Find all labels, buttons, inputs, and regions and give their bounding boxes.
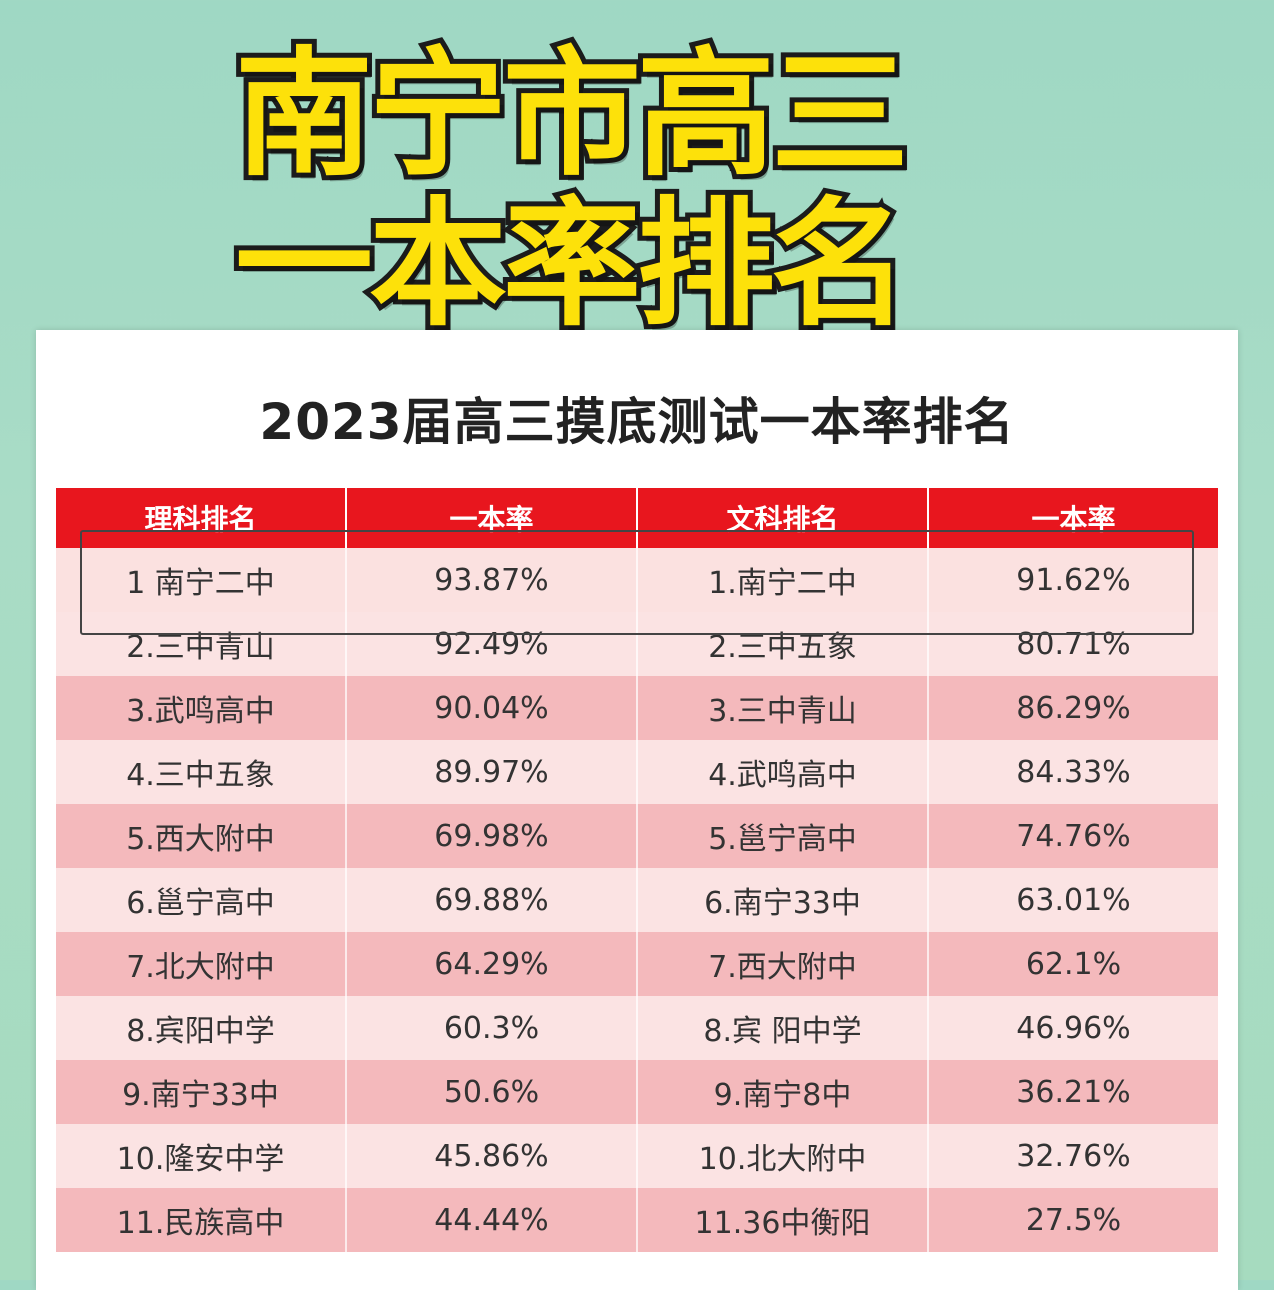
top-row-highlight-box	[80, 530, 1194, 635]
table-row: 11.民族高中 44.44% 11.36中衡阳 27.5%	[56, 1188, 1218, 1252]
science-school-cell: 11.民族高中	[56, 1188, 347, 1252]
science-school-cell: 7.北大附中	[56, 932, 347, 996]
banner-title: 南宁市高三 一本率排名	[210, 34, 930, 345]
science-school-cell: 5.西大附中	[56, 804, 347, 868]
table-row: 3.武鸣高中 90.04% 3.三中青山 86.29%	[56, 676, 1218, 740]
ranking-table: 理科排名 一本率 文科排名 一本率 1 南宁二中 93.87% 1.南宁二中 91.6…	[56, 488, 1218, 1252]
arts-school-cell: 7.西大附中	[638, 932, 929, 996]
arts-rate-cell: 74.76%	[1016, 818, 1131, 854]
arts-rate-cell: 32.76%	[1016, 1138, 1131, 1174]
science-school-cell: 4.三中五象	[56, 740, 347, 804]
science-school-cell: 9.南宁33中	[56, 1060, 347, 1124]
science-rate-cell: 64.29%	[347, 932, 638, 996]
ranking-card: 2023届高三摸底测试一本率排名 理科排名 一本率 文科排名 一本率 1 南宁二…	[36, 330, 1238, 1290]
science-rate-cell: 93.87%	[347, 548, 638, 612]
table-body: 1 南宁二中 93.87% 1.南宁二中 91.62% 2.三中青山 92.49% 2.三中…	[56, 548, 1218, 1252]
table-row: 10.隆安中学 45.86% 10.北大附中 32.76%	[56, 1124, 1218, 1188]
table-row: 5.西大附中 69.98% 5.邕宁高中 74.76%	[56, 804, 1218, 868]
banner-line-2: 一本率排名	[230, 184, 914, 345]
science-rate-cell: 60.3%	[347, 996, 638, 1060]
table-row: 7.北大附中 64.29% 7.西大附中 62.1%	[56, 932, 1218, 996]
table-row: 6.邕宁高中 69.88% 6.南宁33中 63.01%	[56, 868, 1218, 932]
science-rate-cell: 45.86%	[347, 1124, 638, 1188]
science-school-cell: 6.邕宁高中	[56, 868, 347, 932]
science-rate-cell: 92.49%	[347, 612, 638, 676]
science-rate-cell: 69.98%	[347, 804, 638, 868]
arts-school-cell: 2.三中五象	[638, 612, 929, 676]
arts-rate-cell: 80.71%	[1016, 626, 1131, 662]
arts-rate-cell: 84.33%	[1016, 754, 1131, 790]
arts-rate-cell: 36.21%	[1016, 1074, 1131, 1110]
arts-rate-cell: 46.96%	[1016, 1010, 1131, 1046]
table-row: 2.三中青山 92.49% 2.三中五象 80.71%	[56, 612, 1218, 676]
arts-rate-cell: 91.62%	[1016, 562, 1131, 598]
arts-school-cell: 8.宾 阳中学	[638, 996, 929, 1060]
science-school-cell: 3.武鸣高中	[56, 676, 347, 740]
arts-rate-cell: 62.1%	[1025, 946, 1122, 982]
science-rate-cell: 89.97%	[347, 740, 638, 804]
arts-school-cell: 6.南宁33中	[638, 868, 929, 932]
arts-rate-cell: 63.01%	[1016, 882, 1131, 918]
science-school-cell: 8.宾阳中学	[56, 996, 347, 1060]
science-school-cell: 10.隆安中学	[56, 1124, 347, 1188]
science-school-cell: 1 南宁二中	[56, 548, 347, 612]
table-row: 9.南宁33中 50.6% 9.南宁8中 36.21%	[56, 1060, 1218, 1124]
table-row: 1 南宁二中 93.87% 1.南宁二中 91.62%	[56, 548, 1218, 612]
science-rate-cell: 44.44%	[347, 1188, 638, 1252]
table-title: 2023届高三摸底测试一本率排名	[259, 393, 1015, 451]
arts-school-cell: 9.南宁8中	[638, 1060, 929, 1124]
arts-school-cell: 5.邕宁高中	[638, 804, 929, 868]
arts-school-cell: 11.36中衡阳	[638, 1188, 929, 1252]
science-school-cell: 2.三中青山	[56, 612, 347, 676]
arts-school-cell: 10.北大附中	[638, 1124, 929, 1188]
arts-school-cell: 4.武鸣高中	[638, 740, 929, 804]
banner-line-1: 南宁市高三	[230, 34, 914, 195]
science-rate-cell: 50.6%	[347, 1060, 638, 1124]
science-rate-cell: 90.04%	[347, 676, 638, 740]
arts-school-cell: 3.三中青山	[638, 676, 929, 740]
arts-rate-cell: 86.29%	[1016, 690, 1131, 726]
arts-rate-cell: 27.5%	[1025, 1202, 1122, 1238]
science-rate-cell: 69.88%	[347, 868, 638, 932]
table-row: 4.三中五象 89.97% 4.武鸣高中 84.33%	[56, 740, 1218, 804]
table-row: 8.宾阳中学 60.3% 8.宾 阳中学 46.96%	[56, 996, 1218, 1060]
arts-school-cell: 1.南宁二中	[638, 548, 929, 612]
